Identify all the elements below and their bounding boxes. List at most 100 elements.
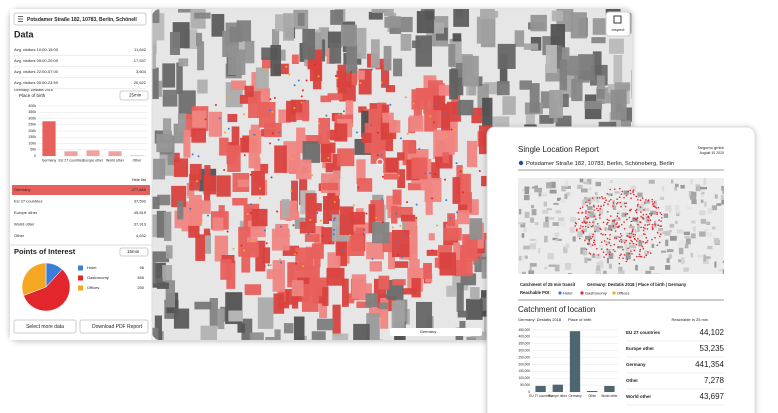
catchment-dot bbox=[613, 188, 616, 191]
building bbox=[346, 44, 358, 74]
travel-time-select[interactable] bbox=[119, 90, 149, 101]
poi-dot bbox=[311, 174, 314, 177]
map-tile bbox=[657, 228, 664, 232]
catchment-dot bbox=[595, 247, 598, 250]
catchment-dot bbox=[605, 243, 608, 246]
catchment-dot bbox=[619, 187, 621, 190]
building bbox=[216, 175, 231, 197]
building bbox=[222, 340, 239, 362]
catchment-dot bbox=[632, 235, 635, 238]
map-tile bbox=[630, 185, 637, 192]
catchment-dot bbox=[599, 217, 601, 219]
building bbox=[195, 234, 206, 261]
building bbox=[502, 96, 516, 115]
map-tile bbox=[535, 187, 542, 193]
building bbox=[322, 287, 329, 306]
catchment-dot bbox=[616, 226, 618, 228]
select-data-button[interactable] bbox=[13, 319, 77, 334]
catchment-dot bbox=[660, 225, 663, 227]
catchment-dot bbox=[630, 192, 632, 195]
building bbox=[327, 93, 343, 101]
poi-dot bbox=[396, 240, 399, 243]
inspect-button[interactable] bbox=[605, 11, 631, 37]
building bbox=[392, 279, 406, 286]
catchment-dot bbox=[634, 209, 637, 212]
catchment-dot bbox=[633, 249, 636, 252]
poi-dot bbox=[415, 218, 418, 221]
table-label: EU 27 countries bbox=[626, 330, 661, 335]
row-highlight bbox=[12, 185, 150, 195]
map-tile bbox=[700, 186, 708, 190]
catchment-dot bbox=[632, 242, 635, 245]
building bbox=[551, 10, 564, 22]
catchment-dot bbox=[656, 213, 658, 216]
catchment-dot bbox=[609, 234, 611, 236]
catchment-dot bbox=[629, 209, 632, 212]
poi-dot bbox=[443, 112, 446, 115]
catchment-dot bbox=[640, 226, 642, 229]
hide-list[interactable]: Hide list bbox=[132, 177, 147, 182]
building bbox=[519, 80, 532, 90]
download-button[interactable] bbox=[79, 319, 149, 334]
catchment-dot bbox=[656, 211, 658, 214]
map-tile bbox=[718, 269, 724, 272]
map-tile bbox=[700, 218, 707, 224]
building bbox=[578, 54, 595, 81]
map-tile bbox=[569, 216, 577, 223]
building bbox=[613, 54, 623, 83]
building bbox=[332, 333, 349, 340]
building bbox=[608, 38, 624, 54]
catchment-dot bbox=[600, 205, 602, 207]
poi-dot bbox=[444, 166, 447, 169]
catchment-dot bbox=[620, 205, 622, 208]
building bbox=[321, 182, 339, 191]
poi-dot bbox=[198, 118, 201, 121]
catchment-dot bbox=[639, 221, 641, 223]
catchment-dot bbox=[659, 233, 662, 236]
list-value: 37,913 bbox=[134, 222, 147, 227]
building bbox=[173, 158, 189, 177]
poi-dot bbox=[406, 201, 409, 204]
map-tile bbox=[530, 217, 535, 223]
poi-dot bbox=[259, 187, 262, 190]
building bbox=[216, 343, 231, 356]
catchment-dot bbox=[620, 193, 623, 195]
catchment-dot bbox=[653, 202, 655, 205]
building bbox=[455, 62, 466, 78]
poi-dot bbox=[292, 224, 295, 227]
building bbox=[468, 84, 476, 96]
map-tile bbox=[607, 193, 613, 196]
poi-travel-select[interactable] bbox=[119, 247, 149, 257]
map-tile bbox=[663, 213, 669, 218]
building bbox=[372, 339, 384, 340]
building bbox=[443, 227, 462, 241]
building bbox=[446, 285, 457, 297]
catchment-dot bbox=[620, 241, 623, 243]
poi-dot bbox=[253, 133, 256, 136]
map-tile bbox=[567, 273, 573, 274]
catchment-dot bbox=[651, 238, 653, 241]
catchment-dot bbox=[584, 215, 587, 218]
map-tile bbox=[617, 245, 624, 249]
building bbox=[458, 99, 474, 116]
poi-dot bbox=[271, 132, 274, 135]
building bbox=[366, 241, 385, 260]
catchment-dot bbox=[592, 221, 594, 223]
catchment-dot bbox=[584, 212, 587, 214]
poi-dot bbox=[300, 101, 303, 104]
poi-dot bbox=[357, 186, 360, 189]
menu-icon[interactable] bbox=[18, 16, 23, 22]
search-box[interactable] bbox=[13, 12, 147, 26]
poi-dot bbox=[279, 258, 282, 261]
catchment-dot bbox=[612, 202, 615, 204]
building bbox=[194, 12, 211, 19]
building bbox=[445, 123, 455, 155]
map-tile bbox=[596, 195, 600, 203]
y-tick-label: 300,000 bbox=[518, 349, 530, 353]
poi-dot bbox=[271, 110, 274, 113]
catchment-dot bbox=[581, 206, 584, 208]
building bbox=[370, 39, 380, 69]
poi-dot bbox=[359, 82, 362, 85]
map-tile bbox=[691, 233, 696, 239]
